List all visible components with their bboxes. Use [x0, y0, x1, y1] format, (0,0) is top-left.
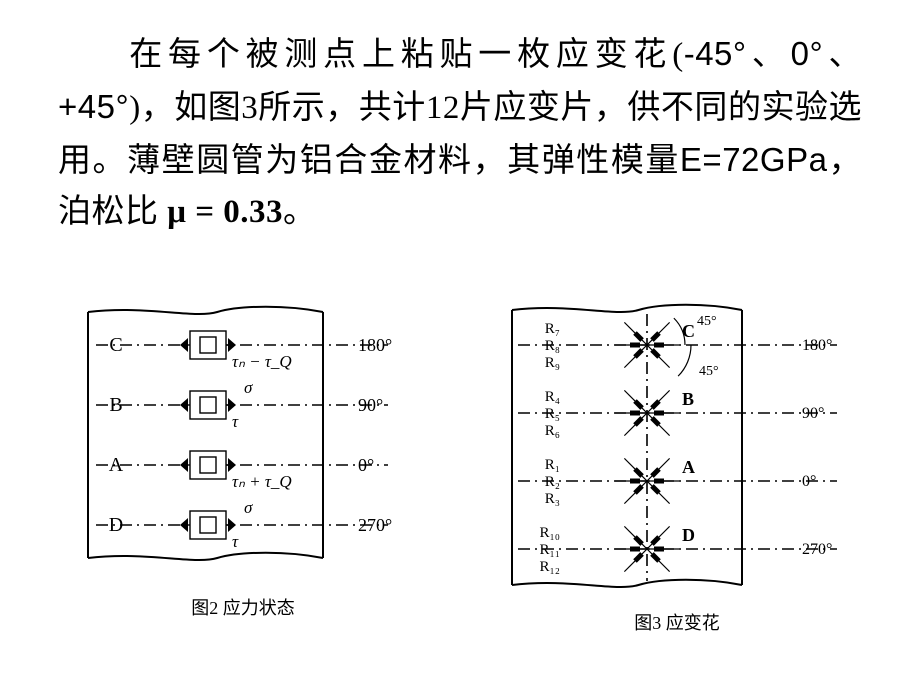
- svg-text:τ: τ: [232, 532, 239, 551]
- svg-text:R₁₁: R₁₁: [540, 542, 560, 558]
- svg-text:R₉: R₉: [545, 355, 560, 371]
- text-E: E=72GPa: [680, 141, 828, 178]
- svg-text:R₇: R₇: [545, 321, 560, 337]
- text-mu: μ = 0.33: [167, 194, 283, 230]
- figure-3-svg: R₇R₈R₉C180°45°45°R₄R₅R₆B90°R₁R₂R₃A0°R₁₀R…: [492, 300, 862, 595]
- svg-text:R₄: R₄: [545, 389, 560, 405]
- figures-row: Cτₙ − τ_Q180°Bστ90°Aτₙ + τ_Q0°Dστ270° 图2…: [58, 300, 862, 635]
- svg-text:B: B: [109, 394, 122, 416]
- text-seg4: 。: [283, 194, 317, 230]
- svg-text:C: C: [109, 334, 122, 356]
- svg-text:R₆: R₆: [545, 423, 560, 439]
- text-seg1: 在每个被测点上粘贴一枚应变花(: [124, 37, 684, 73]
- svg-text:R₈: R₈: [545, 338, 560, 354]
- svg-text:A: A: [682, 457, 695, 477]
- svg-text:τₙ − τ_Q: τₙ − τ_Q: [232, 352, 292, 371]
- svg-text:45°: 45°: [697, 314, 717, 329]
- figure-2: Cτₙ − τ_Q180°Bστ90°Aτₙ + τ_Q0°Dστ270° 图2…: [58, 300, 428, 635]
- svg-text:90°: 90°: [802, 405, 824, 422]
- svg-text:90°: 90°: [358, 395, 383, 415]
- figure-2-caption: 图2 应力状态: [191, 594, 295, 620]
- svg-text:R₃: R₃: [545, 491, 560, 507]
- figure-2-svg: Cτₙ − τ_Q180°Bστ90°Aτₙ + τ_Q0°Dστ270°: [58, 300, 428, 580]
- svg-text:45°: 45°: [699, 364, 719, 379]
- svg-text:σ: σ: [244, 378, 253, 397]
- svg-text:R₁₀: R₁₀: [540, 525, 560, 541]
- svg-text:R₁₂: R₁₂: [540, 559, 560, 575]
- svg-text:D: D: [109, 514, 123, 536]
- svg-text:0°: 0°: [802, 473, 816, 490]
- svg-text:D: D: [682, 525, 695, 545]
- body-paragraph: 在每个被测点上粘贴一枚应变花(-45°、0°、+45°)，如图3所示，共计12片…: [58, 28, 862, 239]
- svg-text:0°: 0°: [358, 455, 374, 475]
- svg-text:R₅: R₅: [545, 406, 560, 422]
- svg-text:180°: 180°: [802, 337, 832, 354]
- svg-text:B: B: [682, 389, 694, 409]
- svg-text:A: A: [109, 454, 124, 476]
- svg-text:τ: τ: [232, 412, 239, 431]
- svg-text:270°: 270°: [802, 541, 832, 558]
- svg-text:R₁: R₁: [545, 457, 560, 473]
- svg-text:σ: σ: [244, 498, 253, 517]
- svg-text:180°: 180°: [358, 335, 392, 355]
- svg-text:τₙ + τ_Q: τₙ + τ_Q: [232, 472, 292, 491]
- figure-3-caption: 图3 应变花: [634, 609, 720, 635]
- svg-text:R₂: R₂: [545, 474, 560, 490]
- figure-3: R₇R₈R₉C180°45°45°R₄R₅R₆B90°R₁R₂R₃A0°R₁₀R…: [492, 300, 862, 635]
- slide-page: 在每个被测点上粘贴一枚应变花(-45°、0°、+45°)，如图3所示，共计12片…: [0, 0, 920, 690]
- svg-text:270°: 270°: [358, 515, 392, 535]
